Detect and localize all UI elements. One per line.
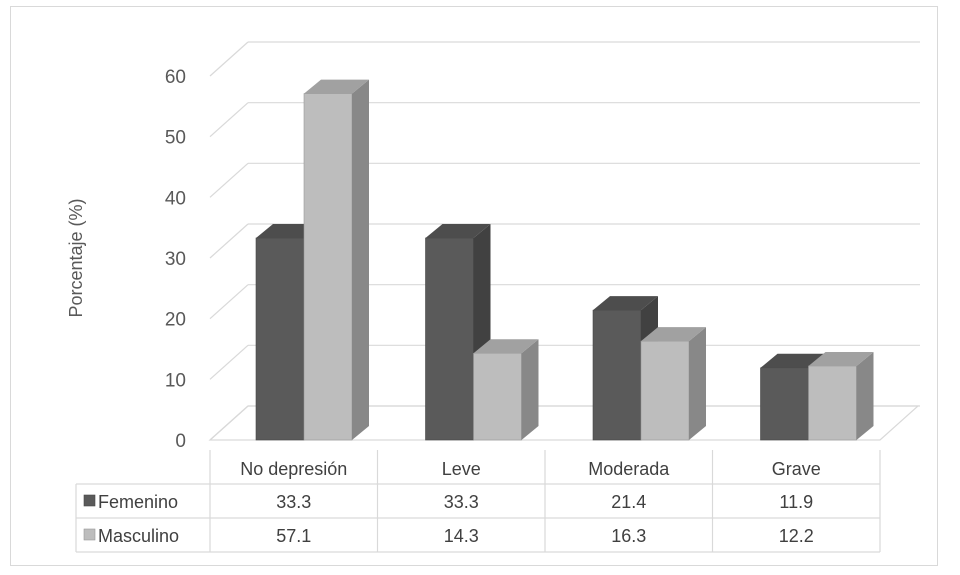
bar-femenino-2: [592, 309, 642, 441]
bar-top-femenino-2: [593, 296, 658, 311]
data-label: 11.9: [779, 492, 813, 512]
bar-masculino-2: [640, 340, 690, 441]
x-tick-label: Moderada: [588, 459, 670, 479]
y-tick-label: 60: [165, 67, 186, 88]
bar-top-femenino-1: [425, 223, 491, 238]
bar-top-masculino-1: [473, 339, 539, 354]
y-tick-label: 0: [175, 431, 186, 452]
side-gridline: [209, 162, 249, 198]
y-tick-label: 30: [165, 249, 186, 270]
bar-top-masculino-0: [304, 79, 369, 94]
bar-side-masculino-1: [521, 339, 539, 440]
legend-label: Femenino: [98, 492, 178, 512]
bar-femenino-1: [425, 237, 474, 441]
bar-masculino-0: [303, 93, 353, 441]
bar-side-masculino-3: [856, 351, 874, 440]
x-tick-label: Leve: [442, 459, 481, 479]
legend-label: Masculino: [98, 526, 179, 546]
y-tick-label: 40: [165, 188, 186, 209]
data-label: 16.3: [611, 526, 646, 546]
side-gridline: [209, 41, 249, 77]
y-axis-title: Porcentaje (%): [66, 198, 86, 317]
data-label: 57.1: [276, 526, 311, 546]
x-tick-label: No depresión: [240, 459, 347, 479]
x-tick-label: Grave: [772, 459, 821, 479]
y-tick-label: 20: [165, 310, 186, 331]
bar-femenino-3: [760, 367, 809, 441]
bar-masculino-3: [808, 365, 857, 441]
side-gridline: [209, 102, 249, 138]
data-label: 12.2: [779, 526, 814, 546]
legend-swatch: [83, 494, 96, 507]
data-label: 21.4: [611, 492, 646, 512]
bar-side-masculino-2: [689, 327, 706, 440]
bar-masculino-1: [473, 352, 522, 441]
side-gridline: [209, 344, 249, 380]
bar-top-masculino-2: [641, 327, 706, 342]
y-tick-label: 10: [165, 370, 186, 391]
bar-top-femenino-3: [760, 353, 826, 368]
data-label: 14.3: [444, 526, 479, 546]
data-label: 33.3: [276, 492, 311, 512]
bar-side-masculino-0: [352, 79, 369, 441]
side-gridline: [209, 223, 249, 259]
bar-top-masculino-3: [808, 351, 874, 366]
data-label: 33.3: [444, 492, 479, 512]
legend-swatch: [83, 528, 96, 541]
bar-femenino-0: [255, 237, 305, 441]
side-gridline: [209, 284, 249, 320]
y-tick-label: 50: [165, 128, 186, 149]
